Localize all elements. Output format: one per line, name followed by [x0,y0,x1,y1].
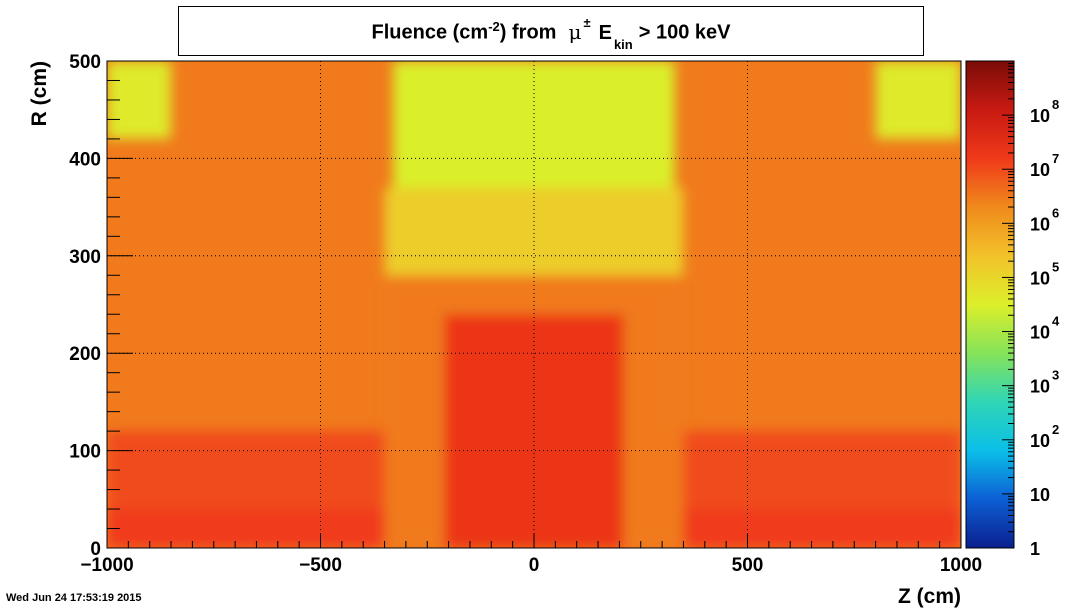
colorbar-tick-label: 10 [1030,160,1050,180]
x-axis: −1000 −500 0 500 1000 [80,534,982,576]
colorbar-tick-label: 10 [1030,485,1050,505]
y-axis-label: R (cm) [28,61,51,126]
title-mu: μ [568,19,582,44]
heatmap-region-8 [875,61,961,139]
colorbar-scale [965,60,1015,549]
y-tick-label: 200 [69,344,101,365]
colorbar-tick-label: 1 [1030,539,1040,559]
colorbar-tick-label: 10 [1030,377,1050,397]
colorbar-tick-label: 10 [1030,268,1050,288]
x-tick-label: 500 [732,555,764,576]
title-mid: ) from [499,21,557,44]
title-prefix: Fluence (cm [371,21,489,44]
colorbar-tick-label: 10 [1030,214,1050,234]
title-e: E [598,21,612,44]
y-tick-label: 100 [69,442,101,463]
colorbar-tick-label: 10 [1030,106,1050,126]
timestamp: Wed Jun 24 17:53:19 2015 [6,592,142,604]
colorbar-tick-label: 10 [1030,431,1050,451]
x-tick-label: −1000 [80,555,133,576]
colorbar-tick-exponent: 2 [1052,422,1059,437]
colorbar-tick-exponent: 6 [1052,205,1059,220]
colorbar-tick-label: 10 [1030,323,1050,343]
heatmap-region-5 [384,187,684,276]
colorbar-tick-exponent: 7 [1052,151,1059,166]
x-tick-label: −500 [299,555,342,576]
chart-title: Fluence (cm-2) from μ ± Ekin > 100 keV [179,15,923,52]
y-tick-label: 400 [69,149,101,170]
title-exponent: -2 [488,19,500,34]
title-suffix: > 100 keV [638,21,731,44]
x-tick-label: 0 [529,555,540,576]
x-axis-label: Z (cm) [898,585,961,608]
chart-title-box: Fluence (cm-2) from μ ± Ekin > 100 keV [178,6,924,56]
colorbar-tick-exponent: 8 [1052,97,1059,112]
colorbar-tick-exponent: 4 [1052,314,1060,329]
x-tick-label: 1000 [940,555,982,576]
heatmap-area [107,61,961,548]
y-tick-label: 500 [69,52,101,73]
heatmap-region-6 [393,61,675,188]
title-kin: kin [613,36,633,52]
y-axis: 0 100 200 300 400 500 [69,52,133,560]
colorbar-tick-exponent: 5 [1052,259,1059,274]
title-plusminus: ± [583,14,591,30]
y-tick-label: 0 [90,539,101,560]
y-tick-label: 300 [69,247,101,268]
colorbar-tick-exponent: 3 [1052,368,1059,383]
